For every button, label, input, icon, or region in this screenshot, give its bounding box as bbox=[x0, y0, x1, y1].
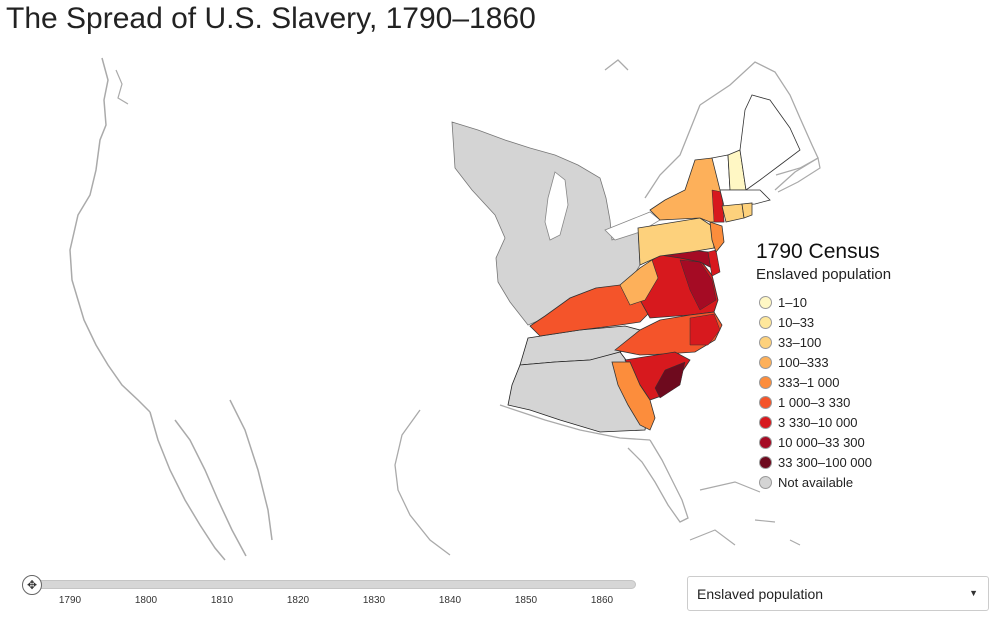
new-york-hudson bbox=[711, 189, 725, 223]
legend-swatch bbox=[759, 475, 772, 489]
virginia-west bbox=[619, 259, 659, 306]
timeline-tick-label[interactable]: 1830 bbox=[362, 595, 386, 606]
maine bbox=[739, 94, 801, 191]
georgia bbox=[611, 361, 656, 431]
timeline-tick-label[interactable]: 1850 bbox=[514, 595, 538, 606]
move-icon: ✥ bbox=[26, 578, 38, 592]
timeline-tick-label[interactable]: 1800 bbox=[134, 595, 158, 606]
legend-item: 10–33 bbox=[756, 312, 891, 332]
chevron-down-icon: ▼ bbox=[969, 588, 978, 598]
legend-item: 100–333 bbox=[756, 352, 891, 372]
legend-item: 1–10 bbox=[756, 292, 891, 312]
caribbean-outline bbox=[689, 481, 801, 546]
legend-swatch bbox=[759, 415, 772, 429]
legend-swatch bbox=[759, 435, 772, 449]
timeline-tick-label[interactable]: 1820 bbox=[286, 595, 310, 606]
legend-item: 333–1 000 bbox=[756, 372, 891, 392]
timeline-tick-label[interactable]: 1790 bbox=[58, 595, 82, 606]
south-carolina-coast bbox=[654, 361, 686, 399]
legend-swatch bbox=[759, 455, 772, 469]
pennsylvania bbox=[637, 217, 715, 266]
legend-label: 1–10 bbox=[778, 294, 807, 310]
baja-outline bbox=[149, 411, 247, 561]
legend-item: 10 000–33 300 bbox=[756, 432, 891, 452]
legend-item: 33 300–100 000 bbox=[756, 452, 891, 472]
timeline-tick-label[interactable]: 1860 bbox=[590, 595, 614, 606]
timeline-track[interactable] bbox=[32, 580, 636, 589]
dropdown-value: Enslaved population bbox=[697, 585, 824, 602]
legend-swatch bbox=[759, 335, 772, 349]
legend-label: 1 000–3 330 bbox=[778, 394, 851, 410]
page-title: The Spread of U.S. Slavery, 1790–1860 bbox=[6, 2, 536, 35]
legend-label: 3 330–10 000 bbox=[778, 414, 858, 430]
rhode-island bbox=[741, 202, 753, 219]
legend-label: 33–100 bbox=[778, 334, 822, 350]
legend-label: 333–1 000 bbox=[778, 374, 840, 390]
timeline-tick-label[interactable]: 1810 bbox=[210, 595, 234, 606]
mexico-west-outline bbox=[229, 399, 273, 541]
connecticut bbox=[721, 203, 745, 223]
puget-outline bbox=[115, 69, 129, 105]
year-timeline[interactable]: ✥ 1790 1800 1810 1820 1830 1840 1850 1860 bbox=[22, 575, 636, 608]
legend-item: 1 000–3 330 bbox=[756, 392, 891, 412]
new-jersey bbox=[709, 221, 725, 253]
us-map bbox=[69, 57, 821, 561]
gulf-coast-outline bbox=[394, 404, 651, 556]
legend-label: 33 300–100 000 bbox=[778, 454, 872, 470]
legend-label: 100–333 bbox=[778, 354, 829, 370]
legend-label: 10–33 bbox=[778, 314, 815, 330]
legend-item: 33–100 bbox=[756, 332, 891, 352]
timeline-tick-label[interactable]: 1840 bbox=[438, 595, 462, 606]
legend-title: 1790 Census bbox=[756, 240, 880, 263]
legend-item: 3 330–10 000 bbox=[756, 412, 891, 432]
north-carolina-east bbox=[689, 313, 721, 346]
nova-scotia-outline bbox=[775, 157, 821, 193]
legend-items: 1–10 10–33 33–100 100–333 333–1 000 1 000–3 3… bbox=[756, 292, 891, 492]
legend-subtitle: Enslaved population bbox=[756, 266, 892, 283]
lake-michigan bbox=[544, 171, 569, 241]
legend-swatch bbox=[759, 395, 772, 409]
legend-swatch bbox=[759, 355, 772, 369]
timeline-handle[interactable]: ✥ bbox=[22, 575, 42, 595]
legend-swatch bbox=[759, 295, 772, 309]
legend-label: 10 000–33 300 bbox=[778, 434, 865, 450]
west-coast-outline bbox=[69, 57, 151, 413]
massachusetts bbox=[719, 189, 771, 207]
legend: 1790 Census Enslaved population 1–10 10–3… bbox=[756, 240, 891, 492]
legend-swatch bbox=[759, 315, 772, 329]
variable-dropdown[interactable]: Enslaved population ▼ bbox=[687, 576, 989, 611]
legend-label: Not available bbox=[778, 474, 854, 490]
legend-item: Not available bbox=[756, 472, 891, 492]
legend-swatch bbox=[759, 375, 772, 389]
florida-outline bbox=[627, 439, 689, 523]
delaware bbox=[707, 249, 721, 277]
